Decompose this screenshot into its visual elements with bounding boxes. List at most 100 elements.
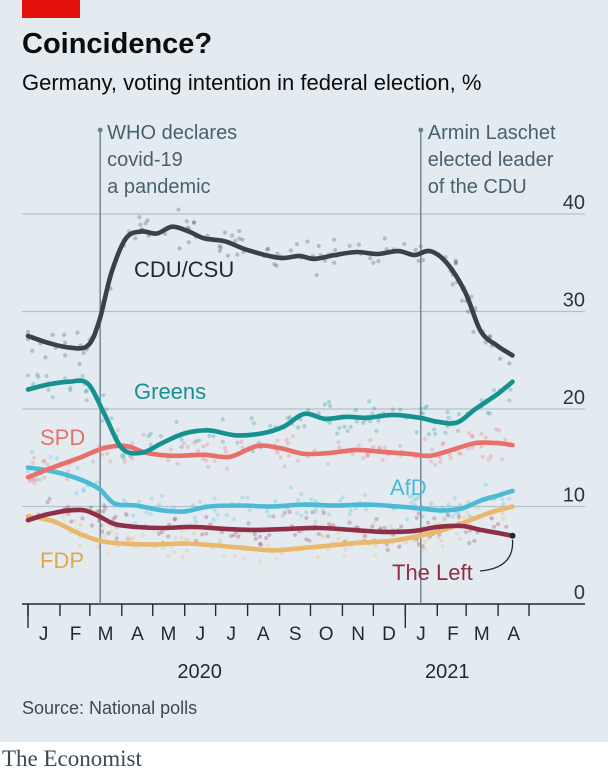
poll-dot xyxy=(184,219,189,224)
poll-dot xyxy=(240,495,245,500)
poll-dot xyxy=(302,424,307,429)
poll-dot xyxy=(78,543,83,548)
month-label: M xyxy=(474,624,490,645)
poll-dot xyxy=(267,513,272,519)
poll-dot xyxy=(315,555,320,560)
poll-dot xyxy=(325,462,331,467)
poll-dot xyxy=(493,427,499,432)
poll-dot xyxy=(60,514,66,520)
poll-dot xyxy=(196,448,201,453)
poll-dot xyxy=(456,450,462,456)
poll-dot xyxy=(205,442,210,447)
poll-dot xyxy=(425,520,431,525)
brand-logo-text: The Economist xyxy=(2,746,142,771)
poll-dot xyxy=(230,233,235,238)
poll-dot xyxy=(103,506,108,511)
poll-dot xyxy=(108,459,113,464)
annotation-text: of the CDU xyxy=(428,176,527,198)
poll-dot xyxy=(507,398,512,403)
poll-dot xyxy=(80,373,85,379)
poll-dot xyxy=(287,415,292,420)
poll-dot xyxy=(32,480,37,486)
poll-dot xyxy=(473,306,478,311)
poll-dot xyxy=(422,546,428,552)
poll-dot xyxy=(433,462,438,467)
brand-red-tag xyxy=(22,0,80,18)
poll-dot xyxy=(470,434,475,439)
poll-dot xyxy=(446,415,451,420)
poll-dot xyxy=(365,451,370,457)
poll-dot xyxy=(176,207,181,212)
poll-dot xyxy=(467,431,472,436)
poll-dot xyxy=(130,456,135,461)
poll-dot xyxy=(368,256,373,261)
poll-dot xyxy=(84,398,89,403)
poll-dot xyxy=(376,258,381,264)
poll-dot xyxy=(220,417,225,422)
poll-dot xyxy=(368,438,373,443)
poll-dot xyxy=(124,537,130,542)
poll-dot xyxy=(491,524,497,529)
poll-dot xyxy=(282,464,287,469)
poll-dot xyxy=(63,340,68,345)
month-label: A xyxy=(257,624,270,645)
poll-dot xyxy=(428,459,434,464)
poll-dot xyxy=(257,559,263,564)
poll-dot xyxy=(456,516,462,521)
poll-dot xyxy=(109,416,114,421)
poll-dot xyxy=(371,444,376,450)
poll-dot xyxy=(232,533,237,538)
month-label: J xyxy=(416,624,426,645)
poll-dot xyxy=(385,547,390,552)
poll-dot xyxy=(322,402,328,407)
poll-dot xyxy=(447,452,452,457)
poll-dot xyxy=(233,554,238,559)
poll-dot xyxy=(360,455,366,460)
poll-dot xyxy=(36,374,41,379)
poll-dot xyxy=(446,502,451,507)
poll-dot xyxy=(83,389,88,394)
poll-dot xyxy=(271,514,276,519)
poll-dot xyxy=(179,535,184,540)
y-tick-label: 0 xyxy=(574,582,585,604)
poll-dot xyxy=(25,469,31,474)
poll-dot xyxy=(25,329,31,334)
series-lines xyxy=(25,224,515,553)
month-label: J xyxy=(227,624,237,645)
poll-dot xyxy=(156,531,162,536)
year-label: 2020 xyxy=(177,661,222,683)
poll-dot xyxy=(397,544,402,550)
poll-dot xyxy=(204,514,209,520)
poll-dot xyxy=(307,538,312,543)
year-label: 2021 xyxy=(425,661,470,683)
poll-dot xyxy=(100,418,105,423)
poll-dot xyxy=(77,361,82,367)
poll-dot xyxy=(224,512,230,518)
poll-dot xyxy=(424,404,430,409)
poll-dot xyxy=(426,536,432,541)
series-label-afd: AfD xyxy=(390,475,427,500)
poll-dot xyxy=(268,423,273,428)
poll-dot xyxy=(350,451,355,457)
poll-dot xyxy=(416,258,421,263)
poll-dot xyxy=(200,532,205,537)
poll-dot xyxy=(304,515,309,521)
poll-dot xyxy=(410,493,415,498)
poll-dot xyxy=(146,434,151,439)
poll-dot xyxy=(282,510,287,515)
poll-dot xyxy=(193,439,199,444)
poll-dot xyxy=(336,536,341,541)
poll-dot xyxy=(299,492,304,497)
poll-dot xyxy=(75,466,80,471)
poll-dot xyxy=(398,443,403,449)
poll-dot xyxy=(445,410,450,415)
poll-dot xyxy=(488,516,493,521)
poll-dot xyxy=(144,510,149,515)
poll-dot xyxy=(333,247,338,253)
poll-dot xyxy=(180,555,185,560)
poll-dot xyxy=(360,532,366,538)
poll-dot xyxy=(416,544,421,549)
poll-dot xyxy=(201,456,206,462)
poll-dot xyxy=(498,356,503,361)
poll-dot xyxy=(426,432,432,437)
